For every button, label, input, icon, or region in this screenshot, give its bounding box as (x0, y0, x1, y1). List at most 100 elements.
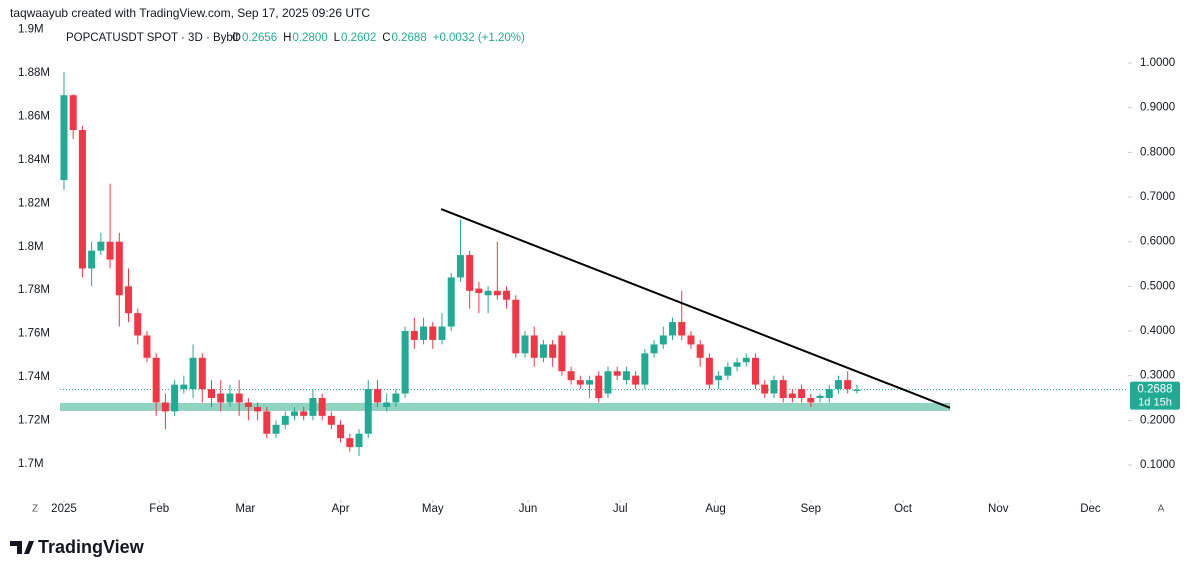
candle-body (751, 357, 759, 385)
candle-body (705, 357, 713, 385)
footer-logo: TradingView (10, 537, 145, 557)
ohlc-legend: O 0.2656 H 0.2800 L 0.2602 C 0.2688 (232, 32, 427, 44)
candle-body (475, 288, 483, 294)
y-tick-label: 0.2000 (1140, 414, 1175, 426)
y2-tick-label: 1.8M (18, 241, 44, 253)
candle-body (447, 277, 455, 327)
candle-body (272, 424, 280, 434)
candle-body (161, 402, 169, 412)
candle-body (373, 389, 381, 403)
candle-body (567, 371, 575, 381)
change: +0.0032 (+1.20%) (433, 32, 525, 44)
countdown: 1d 15h (1138, 397, 1172, 409)
candle-body (456, 255, 464, 278)
legend-value: 0.2800 (292, 32, 327, 44)
candle-body (650, 344, 658, 354)
candle-body (171, 384, 179, 412)
y-tick-label: 0.5000 (1140, 280, 1175, 292)
logo-text: TradingView (38, 537, 145, 557)
candle-body (586, 380, 594, 385)
legend-key: L (334, 32, 341, 44)
candle-body (742, 357, 750, 363)
x-tick-label: Aug (705, 503, 725, 515)
candle-body (429, 326, 437, 340)
x-tick-label: Dec (1080, 503, 1101, 515)
candle-body (290, 411, 298, 416)
support-zone (60, 402, 951, 411)
candle-body (530, 335, 538, 358)
x-tick-label: Apr (332, 503, 350, 515)
candle-body (346, 438, 354, 448)
candle-body (327, 415, 335, 425)
candle-body (558, 335, 566, 372)
y2-tick-label: 1.7M (18, 458, 44, 470)
legend-key: H (283, 32, 291, 44)
y-tick-label: 0.3000 (1140, 370, 1175, 382)
candle-body (521, 335, 529, 354)
y2-tick-label: 1.88M (18, 67, 50, 79)
candle-body (659, 335, 667, 345)
y-tick-label: 0.6000 (1140, 236, 1175, 248)
y-tick-label: 0.4000 (1140, 325, 1175, 337)
x-tick-label: Feb (149, 503, 169, 515)
candle-body (825, 389, 833, 398)
candle-body (604, 371, 612, 394)
candle-body (641, 353, 649, 385)
candle-body (678, 322, 686, 336)
y-tick-label: 0.9000 (1140, 102, 1175, 114)
candle-body (180, 384, 188, 390)
price-tag-label: 0.2688 (1137, 384, 1172, 396)
candle-body (134, 313, 142, 336)
candle-body (125, 286, 133, 314)
candle-body (69, 95, 77, 131)
candle-body (410, 331, 418, 340)
candle-body (687, 335, 695, 345)
y2-tick-label: 1.74M (18, 371, 50, 383)
candle-body (834, 380, 842, 390)
candle-body (779, 380, 787, 398)
candle-body (484, 290, 492, 296)
legend-value: 0.2688 (392, 32, 427, 44)
candle-body (539, 344, 547, 358)
candle-body (438, 326, 446, 340)
candle-body (503, 290, 511, 300)
candle-body (512, 299, 520, 354)
candle-body (844, 380, 852, 390)
candle-body (198, 357, 206, 390)
candle-body (207, 389, 215, 398)
candle-body (770, 380, 778, 394)
y2-tick-label: 1.72M (18, 415, 50, 427)
candle-body (88, 250, 96, 269)
candle-body (244, 402, 252, 407)
y-tick-label: 0.1000 (1140, 459, 1175, 471)
x-tick-label: Nov (988, 503, 1009, 515)
x-tick-label: Oct (894, 503, 913, 515)
x-tick-label: 2025 (51, 503, 77, 515)
candle-body (337, 424, 345, 439)
candle-body (143, 335, 151, 358)
y2-tick-label: 1.78M (18, 284, 50, 296)
candle-body (733, 362, 741, 367)
legend-key: O (232, 32, 241, 44)
y2-tick-label: 1.82M (18, 197, 50, 209)
y2-tick-label: 1.86M (18, 110, 50, 122)
candle-body (115, 241, 123, 296)
plot-area (60, 71, 1128, 457)
candle-body (355, 433, 363, 448)
y2-tick-label: 1.84M (18, 154, 50, 166)
legend-key: C (382, 32, 390, 44)
candle-body (78, 130, 86, 269)
candle-body (152, 357, 160, 403)
candle-body (761, 384, 769, 394)
candle-body (383, 402, 391, 407)
scale-button[interactable]: Z (32, 504, 38, 515)
auto-button[interactable]: A (1158, 504, 1165, 515)
candle-body (364, 389, 372, 434)
candle-body (226, 393, 234, 403)
candle-body (549, 344, 557, 358)
candle-body (392, 393, 400, 403)
candle-body (420, 326, 428, 340)
y2-tick-label: 1.76M (18, 328, 50, 340)
candle-body (595, 375, 603, 398)
